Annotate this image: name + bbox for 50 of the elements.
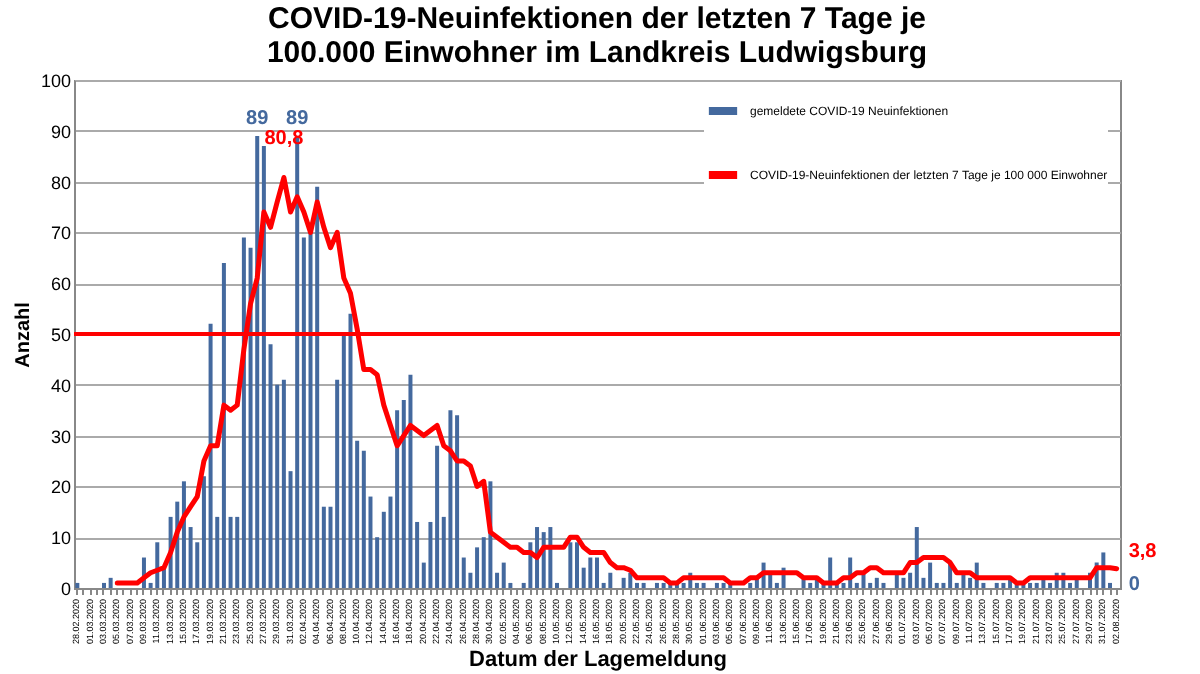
y-tick-label: 90 — [50, 121, 71, 142]
y-tick-label: 30 — [50, 426, 71, 447]
bar — [108, 577, 113, 588]
bar — [928, 562, 933, 588]
bar — [448, 410, 453, 588]
bar — [701, 582, 706, 588]
bar — [628, 572, 633, 588]
bar — [588, 557, 593, 588]
text: 100.000 Einwohner im Landkreis Ludwigsburg — [266, 36, 928, 70]
data-label: 89 — [246, 107, 270, 130]
bar — [575, 542, 580, 588]
bar — [641, 582, 646, 588]
bar — [208, 323, 213, 588]
bar — [101, 582, 106, 588]
bar — [808, 582, 813, 588]
bar — [568, 542, 573, 588]
bar — [548, 527, 553, 588]
bar — [348, 313, 353, 588]
y-tick-label: 60 — [50, 274, 71, 295]
y-tick-label: 70 — [50, 223, 71, 244]
bar — [435, 445, 440, 588]
bar — [1001, 582, 1006, 588]
data-label: 3,8 — [1128, 540, 1158, 563]
y-axis-title: Anzahl — [12, 301, 35, 368]
bar — [901, 577, 906, 588]
y-tick-label: 20 — [50, 477, 71, 498]
bar — [455, 415, 460, 588]
x-axis-title: Datum der Lagemeldung — [469, 648, 727, 673]
bar — [315, 186, 320, 588]
bar — [1034, 582, 1039, 588]
data-label: 80,8 — [264, 127, 305, 150]
bar — [181, 481, 186, 588]
y-tick-label: 100 — [40, 71, 71, 91]
bar — [595, 557, 599, 588]
bar — [654, 582, 659, 588]
y-tick-label: 0 — [60, 579, 71, 599]
y-tick-label: 10 — [50, 528, 71, 549]
data-label: 0 — [1128, 574, 1141, 596]
bar — [621, 577, 626, 588]
bar — [714, 582, 719, 588]
bar — [874, 577, 879, 588]
y-tick-label: 80 — [50, 172, 71, 193]
y-tick-label: 50 — [50, 325, 71, 345]
bar — [868, 582, 873, 588]
text: COVID-19-Neuinfektionen der letzten 7 Tage je — [268, 2, 926, 36]
bar — [408, 374, 413, 588]
data-label: 89 — [286, 107, 310, 130]
bar — [1028, 582, 1033, 588]
y-tick-label: 40 — [50, 375, 71, 396]
bar — [75, 582, 80, 588]
